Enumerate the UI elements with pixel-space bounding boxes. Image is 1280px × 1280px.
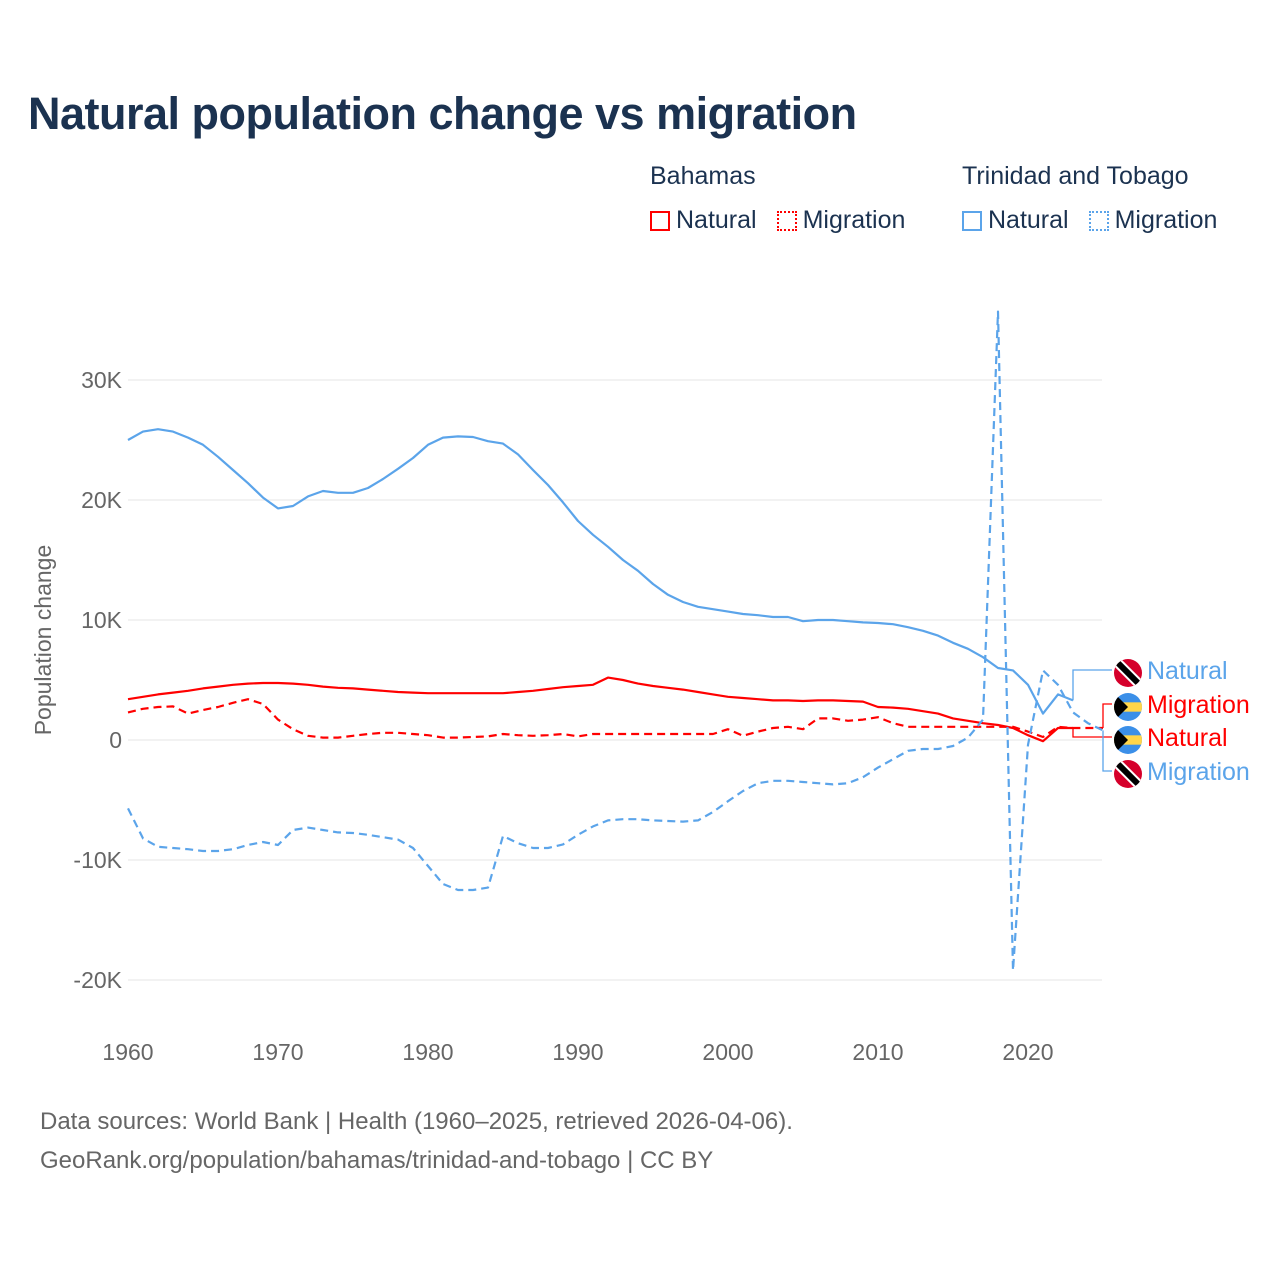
legend-group-bahamas: Bahamas Natural Migration [650, 162, 925, 235]
chart-title: Natural population change vs migration [28, 88, 857, 139]
series-line-bs-natural [127, 676, 1073, 743]
x-tick-label: 1970 [252, 1039, 303, 1065]
footer-sources: Data sources: World Bank | Health (1960–… [40, 1108, 793, 1135]
x-tick-label: 2020 [1002, 1039, 1053, 1065]
y-tick-label: 0 [109, 727, 122, 753]
legend-group-trinidad: Trinidad and Tobago Natural Migration [962, 162, 1217, 235]
y-tick-label: 20K [81, 487, 123, 513]
label-leader-line [1072, 669, 1112, 701]
bahamas-flag-icon [1114, 693, 1142, 721]
legend-item-bahamas-natural[interactable]: Natural [650, 206, 757, 235]
label-leader-line [1072, 728, 1112, 738]
series-line-tt-natural [127, 428, 1074, 715]
bahamas-flag-icon [1114, 726, 1142, 754]
y-tick-label: 10K [81, 607, 123, 633]
legend-item-tt-migration[interactable]: Migration [1088, 206, 1218, 235]
series-end-label: Migration [1147, 758, 1250, 786]
y-tick-label: -10K [73, 847, 122, 873]
label-leader-line [1102, 730, 1112, 772]
x-tick-label: 1990 [552, 1039, 603, 1065]
legend-label: Natural [988, 206, 1069, 234]
legend-swatch-solid [650, 210, 670, 231]
legend-swatch-solid [962, 210, 982, 231]
series-end-label: Natural [1147, 657, 1228, 685]
legend-group-title: Bahamas [650, 162, 756, 190]
series-line-tt-migration [127, 310, 1104, 972]
x-tick-label: 1980 [402, 1039, 453, 1065]
x-tick-label: 2000 [702, 1039, 753, 1065]
y-tick-label: -20K [73, 967, 122, 993]
trinidad-flag-icon [1114, 659, 1142, 687]
legend-label: Natural [676, 206, 757, 234]
x-tick-label: 2010 [852, 1039, 903, 1065]
series-end-label: Migration [1147, 691, 1250, 719]
legend-label: Migration [802, 206, 906, 234]
legend-swatch-dotted [1088, 210, 1109, 231]
legend-label: Migration [1114, 206, 1218, 234]
series-line-bs-migration [127, 698, 1103, 739]
legend-item-tt-natural[interactable]: Natural [962, 206, 1069, 235]
trinidad-flag-icon [1114, 760, 1142, 788]
legend-item-bahamas-migration[interactable]: Migration [776, 206, 906, 235]
series-end-label: Natural [1147, 724, 1228, 752]
label-leader-line [1102, 703, 1112, 728]
legend-swatch-dotted [776, 210, 797, 231]
y-axis-label: Population change [30, 545, 56, 736]
x-tick-label: 1960 [102, 1039, 153, 1065]
footer-attribution[interactable]: GeoRank.org/population/bahamas/trinidad-… [40, 1147, 714, 1174]
y-tick-label: 30K [81, 367, 123, 393]
legend-group-title: Trinidad and Tobago [962, 162, 1189, 190]
